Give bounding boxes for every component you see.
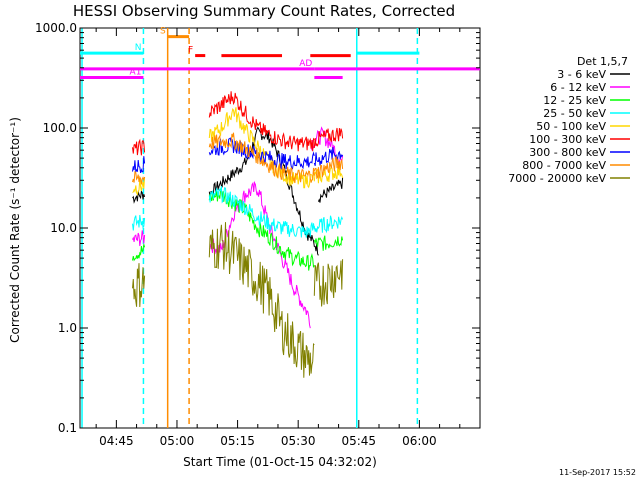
series-line: [313, 127, 344, 148]
series-line: [132, 190, 146, 204]
series-line: [208, 222, 315, 378]
series-line: [132, 170, 146, 185]
x-axis: 04:45 05:00 05:15 05:30 05:45 06:00: [95, 28, 481, 448]
x-tick-label: 05:30: [281, 434, 316, 448]
series-line: [132, 138, 146, 156]
plot-frame: [79, 27, 481, 429]
series-line: [132, 156, 146, 174]
chart-title: HESSI Observing Summary Count Rates, Cor…: [73, 2, 455, 20]
legend-entry-label: 100 - 300 keV: [529, 133, 606, 146]
series-line: [132, 244, 146, 262]
x-tick-label: 06:00: [402, 434, 437, 448]
legend-entry-label: 300 - 800 keV: [529, 146, 606, 159]
y-tick-label: 1.0: [58, 321, 77, 335]
y-tick-label: 10.0: [50, 221, 77, 235]
series-line: [132, 263, 146, 308]
series-line: [132, 214, 146, 231]
legend-entry-label: 12 - 25 keV: [543, 94, 606, 107]
series-line: [208, 91, 315, 152]
series-line: [208, 186, 315, 238]
footer-timestamp: 11-Sep-2017 15:52: [559, 468, 636, 477]
series-line: [208, 126, 319, 256]
x-tick-label: 05:45: [341, 434, 376, 448]
x-tick-label: 05:15: [220, 434, 255, 448]
legend-entry-label: 25 - 50 keV: [543, 107, 606, 120]
series-line: [313, 155, 344, 180]
y-tick-label: 1000.0: [35, 21, 77, 35]
series-line: [317, 177, 344, 203]
x-tick-label: 04:45: [99, 434, 134, 448]
series-line: [313, 235, 344, 251]
legend-entry-label: 3 - 6 keV: [557, 68, 606, 81]
flag-label: A1: [130, 67, 142, 77]
series-line: [208, 137, 315, 170]
legend-title: Det 1,5,7: [577, 55, 628, 68]
legend-entry-label: 7000 - 20000 keV: [508, 172, 606, 185]
y-tick-label: 0.1: [58, 421, 77, 435]
x-axis-title: Start Time (01-Oct-15 04:32:02): [183, 455, 377, 469]
series-line: [313, 215, 344, 234]
series-line: [132, 176, 146, 196]
flag-label: AD: [299, 59, 312, 69]
y-axis-title: Corrected Count Rate (s⁻¹ detector⁻¹): [8, 117, 22, 343]
flag-bars: N S F AD A1: [80, 27, 480, 79]
legend-entry-label: 800 - 7000 keV: [522, 159, 606, 172]
flag-label: S: [160, 27, 166, 37]
series-line: [313, 259, 344, 307]
x-tick-label: 05:00: [160, 434, 195, 448]
legend-entry-label: 6 - 12 keV: [550, 81, 606, 94]
flag-label: N: [135, 43, 142, 53]
marker-lines: [81, 28, 419, 428]
y-tick-label: 100.0: [43, 121, 77, 135]
series-line: [313, 147, 344, 167]
legend-entry-label: 50 - 100 keV: [536, 120, 606, 133]
y-axis: 0.1 1.0 10.0 100.0 1000.0: [35, 21, 480, 435]
series-line: [132, 230, 146, 247]
data-series: [132, 91, 344, 378]
series-line: [208, 132, 315, 184]
flag-label: F: [188, 46, 193, 56]
